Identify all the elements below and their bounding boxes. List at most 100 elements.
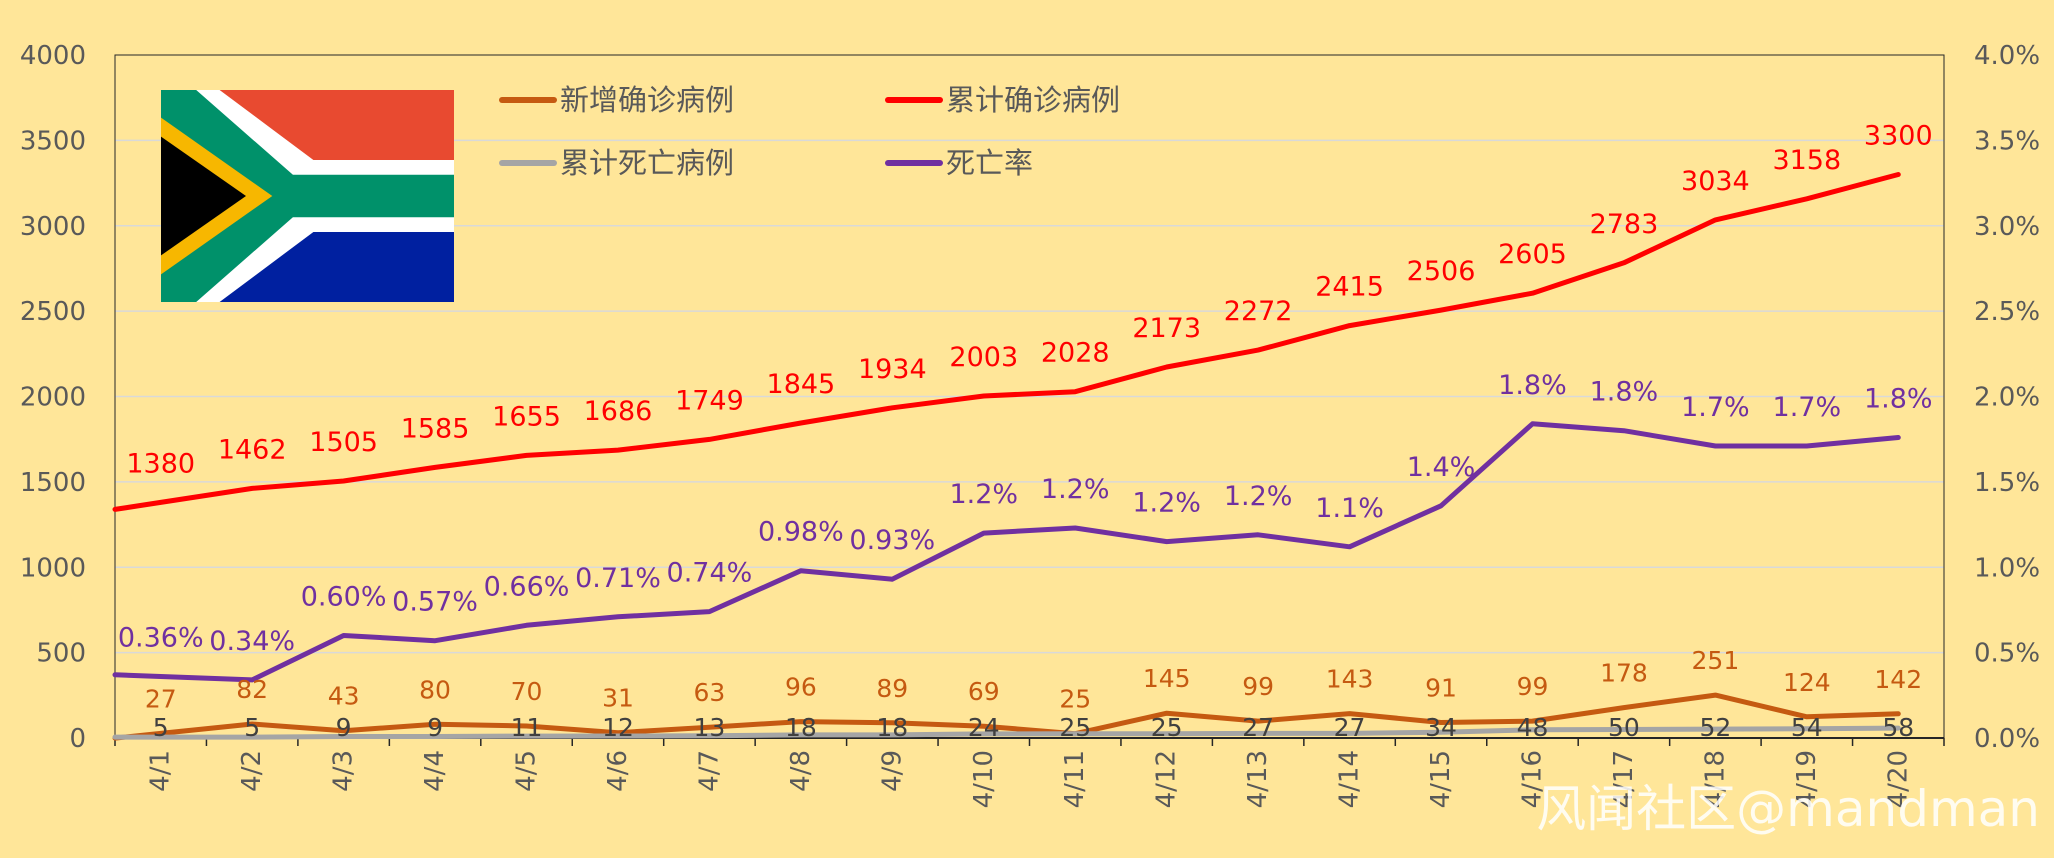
series-lines (112, 172, 1901, 741)
series-line (112, 725, 1901, 740)
x-tick-label: 4/6 (603, 750, 633, 792)
data-label: 99 (1242, 672, 1274, 701)
data-label: 1655 (492, 401, 561, 432)
data-label: 1.2% (1041, 474, 1110, 505)
x-tick-label: 4/5 (512, 750, 542, 792)
x-tick-label: 4/10 (969, 750, 999, 808)
data-label: 18 (876, 713, 908, 742)
data-label: 43 (328, 682, 360, 711)
data-label: 251 (1692, 646, 1740, 675)
y2-tick-label: 4.0% (1974, 41, 2040, 71)
y2-tick-label: 3.0% (1974, 212, 2040, 242)
data-label: 18 (785, 713, 817, 742)
axes: 0 0.0% 500 0.5% 1000 1.0% 1500 1.5% 2000 2.0% 2500… (20, 41, 2040, 808)
data-label: 2272 (1224, 296, 1293, 327)
x-tick-label: 4/20 (1883, 750, 1913, 808)
data-label: 2783 (1590, 209, 1659, 240)
data-label: 12 (602, 713, 634, 742)
flag-green-y (161, 90, 454, 302)
data-label: 1749 (675, 385, 744, 416)
data-label: 96 (785, 673, 817, 702)
y2-tick-label: 2.5% (1974, 297, 2040, 327)
data-label: 27 (1242, 713, 1274, 742)
x-tick-label: 4/11 (1060, 750, 1090, 808)
data-label: 1686 (584, 396, 653, 427)
flag-black-triangle (161, 136, 246, 256)
x-tick-label: 4/12 (1152, 750, 1182, 808)
x-tick-label: 4/7 (694, 750, 724, 792)
data-label: 1.2% (949, 479, 1018, 510)
x-tick-label: 4/3 (329, 750, 359, 792)
data-label: 50 (1608, 713, 1640, 742)
data-label: 89 (876, 674, 908, 703)
data-label: 2605 (1498, 239, 1567, 270)
x-tick-label: 4/9 (877, 750, 907, 792)
watermark: 风闻社区@mandman (1536, 780, 2040, 838)
y2-tick-label: 0.0% (1974, 724, 2040, 754)
y2-tick-label: 1.0% (1974, 553, 2040, 583)
data-label: 5 (244, 713, 260, 742)
data-label: 31 (602, 684, 634, 713)
data-label: 52 (1699, 713, 1731, 742)
y-tick-label: 3000 (20, 212, 86, 242)
y-tick-label: 1500 (20, 468, 86, 498)
series-line (112, 421, 1901, 683)
x-tick-label: 4/4 (420, 750, 450, 792)
data-label: 9 (427, 713, 443, 742)
data-label: 1.2% (1132, 488, 1201, 519)
x-tick-label: 4/2 (237, 750, 267, 792)
data-label: 2173 (1132, 313, 1201, 344)
x-tick-label: 4/16 (1517, 750, 1547, 808)
data-label: 3300 (1864, 121, 1933, 152)
data-label: 2506 (1407, 256, 1476, 287)
data-label: 54 (1791, 713, 1823, 742)
data-label: 0.98% (758, 517, 844, 548)
data-label: 11 (511, 713, 543, 742)
data-label: 80 (419, 675, 451, 704)
data-label: 1505 (309, 427, 378, 458)
data-label: 1380 (126, 448, 195, 479)
data-label: 48 (1517, 713, 1549, 742)
data-label: 0.71% (575, 563, 661, 594)
data-label: 1845 (767, 369, 836, 400)
x-tick-label: 4/17 (1609, 750, 1639, 808)
data-label: 27 (1334, 713, 1366, 742)
y2-tick-label: 2.0% (1974, 383, 2040, 413)
series-line (112, 692, 1901, 741)
data-label: 24 (968, 713, 1000, 742)
x-tick-label: 4/13 (1243, 750, 1273, 808)
legend-label: 累计死亡病例 (560, 146, 734, 180)
y-tick-label: 2000 (20, 383, 86, 413)
data-label: 2028 (1041, 338, 1110, 369)
data-label: 99 (1517, 672, 1549, 701)
south-africa-flag (161, 90, 454, 302)
x-tick-label: 4/18 (1700, 750, 1730, 808)
y2-tick-label: 3.5% (1974, 126, 2040, 156)
data-label: 143 (1326, 665, 1374, 694)
data-label: 0.93% (849, 525, 935, 556)
data-label: 3158 (1772, 145, 1841, 176)
data-label: 9 (336, 713, 352, 742)
data-label: 1.8% (1498, 370, 1567, 401)
x-tick-label: 4/15 (1426, 750, 1456, 808)
data-label: 1.8% (1864, 383, 1933, 414)
legend-label: 累计确诊病例 (946, 83, 1120, 117)
data-label: 25 (1151, 713, 1183, 742)
x-tick-label: 4/14 (1335, 750, 1365, 808)
x-tick-label: 4/19 (1792, 750, 1822, 808)
data-label: 1.8% (1590, 377, 1659, 408)
data-label: 25 (1059, 713, 1091, 742)
data-label: 91 (1425, 673, 1457, 702)
y-tick-label: 3500 (20, 126, 86, 156)
data-label: 13 (694, 713, 726, 742)
data-label: 142 (1874, 665, 1922, 694)
data-label: 1934 (858, 354, 927, 385)
data-label: 1.4% (1407, 452, 1476, 483)
data-label: 34 (1425, 713, 1457, 742)
data-label: 2415 (1315, 272, 1384, 303)
data-label: 1462 (218, 434, 287, 465)
data-label: 1585 (401, 413, 470, 444)
data-label: 145 (1143, 664, 1191, 693)
data-label: 124 (1783, 668, 1831, 697)
